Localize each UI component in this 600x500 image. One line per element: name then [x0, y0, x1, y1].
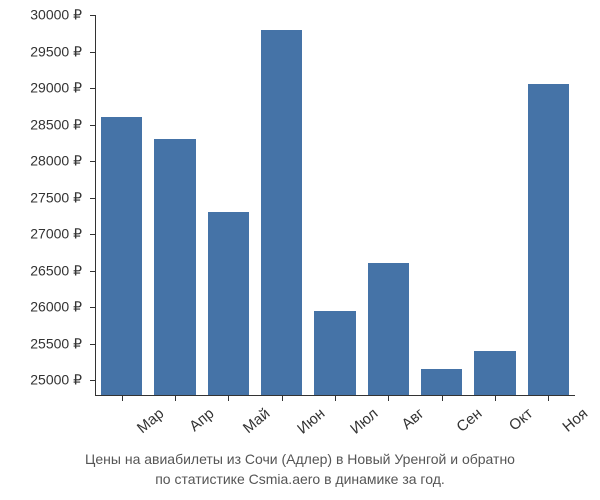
y-tick-label: 25000 ₽: [30, 372, 82, 389]
x-tick-mark: [122, 395, 123, 401]
x-tick-mark: [228, 395, 229, 401]
bar: [368, 263, 410, 395]
x-tick-mark: [388, 395, 389, 401]
y-tick-label: 27500 ₽: [30, 189, 82, 206]
x-tick-mark: [175, 395, 176, 401]
bar: [261, 30, 303, 395]
x-tick-mark: [548, 395, 549, 401]
chart-caption: Цены на авиабилеты из Сочи (Адлер) в Нов…: [0, 450, 600, 489]
caption-line-2: по статистике Csmia.aero в динамике за г…: [0, 470, 600, 490]
x-axis: МарАпрМайИюнИюлАвгСенОктНоя: [95, 395, 575, 455]
plot-area: [95, 15, 575, 395]
x-tick-label: Авг: [399, 405, 428, 433]
y-tick-label: 30000 ₽: [30, 7, 82, 24]
y-tick-label: 28000 ₽: [30, 153, 82, 170]
y-tick-label: 29000 ₽: [30, 80, 82, 97]
y-tick-label: 29500 ₽: [30, 43, 82, 60]
y-tick-label: 27000 ₽: [30, 226, 82, 243]
x-tick-mark: [282, 395, 283, 401]
x-tick-mark: [335, 395, 336, 401]
y-tick-label: 25500 ₽: [30, 335, 82, 352]
bar: [314, 311, 356, 395]
caption-line-1: Цены на авиабилеты из Сочи (Адлер) в Нов…: [0, 450, 600, 470]
bar: [101, 117, 143, 395]
x-tick-label: Мар: [134, 405, 167, 437]
x-tick-label: Апр: [186, 405, 217, 435]
x-tick-label: Ноя: [560, 405, 592, 436]
x-tick-label: Май: [240, 405, 273, 437]
x-tick-mark: [495, 395, 496, 401]
x-tick-label: Сен: [453, 405, 485, 436]
x-tick-label: Окт: [506, 405, 536, 434]
bar: [421, 369, 463, 395]
y-tick-label: 28500 ₽: [30, 116, 82, 133]
y-axis: 25000 ₽ 25500 ₽ 26000 ₽ 26500 ₽ 27000 ₽ 27500…: [0, 15, 90, 395]
bar: [474, 351, 516, 395]
price-chart: 25000 ₽ 25500 ₽ 26000 ₽ 26500 ₽ 27000 ₽ 27500…: [0, 0, 600, 500]
x-tick-mark: [442, 395, 443, 401]
bar: [528, 84, 570, 395]
bar: [208, 212, 250, 395]
y-tick-label: 26000 ₽: [30, 299, 82, 316]
x-tick-label: Июл: [347, 405, 381, 438]
x-tick-label: Июн: [294, 405, 328, 438]
y-tick-label: 26500 ₽: [30, 262, 82, 279]
bar: [154, 139, 196, 395]
